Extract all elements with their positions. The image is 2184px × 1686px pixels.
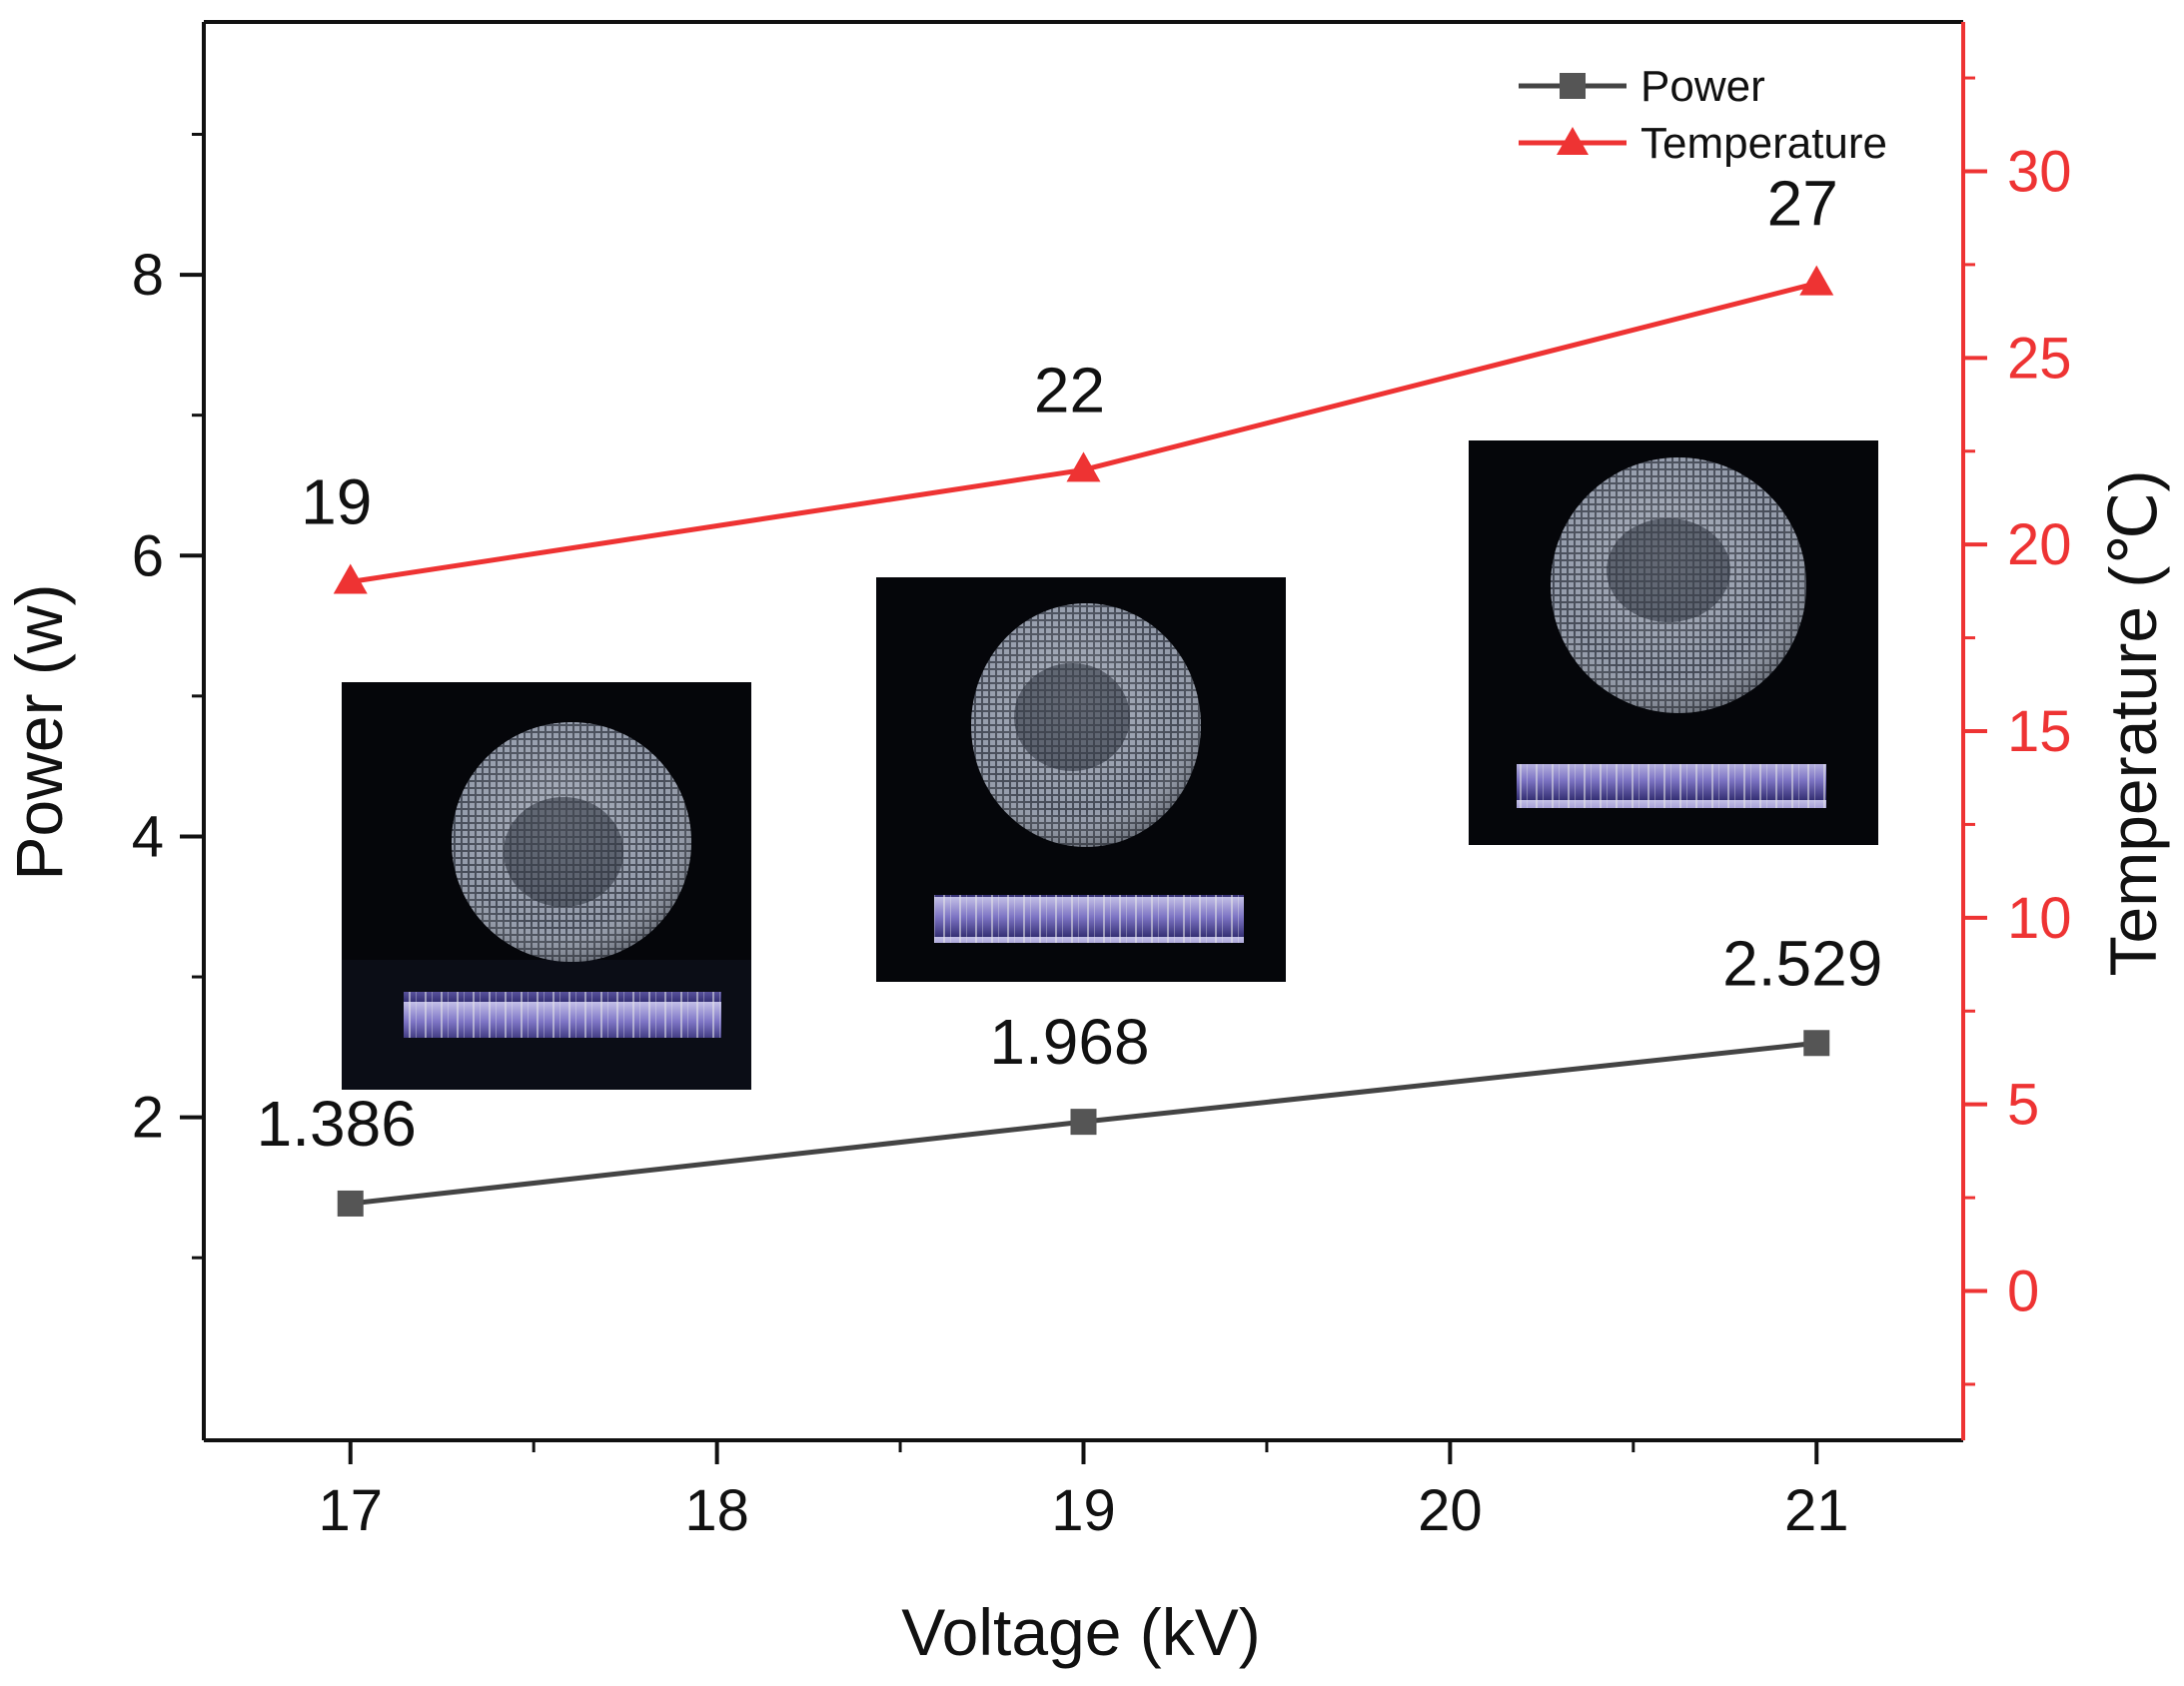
y-axis-title-left: Power (w) [2,583,76,880]
point-temperature [1799,265,1834,296]
legend: Power Temperature [1519,62,1887,168]
point-temperature [1066,451,1101,482]
x-tick-label: 21 [1784,1478,1849,1543]
x-tick-label: 17 [318,1478,383,1543]
y-tick-label-right: 25 [2007,326,2072,391]
legend-label-power: Power [1640,62,1765,111]
y-tick-label-left: 8 [132,243,164,308]
x-tick-label: 20 [1418,1478,1483,1543]
y-tick-label-left: 2 [132,1086,164,1151]
legend-marker-power [1560,73,1586,99]
point-power [1070,1109,1097,1136]
data-labels: 1.386 1.968 2.529 19 22 27 [257,168,1883,1160]
legend-label-temperature: Temperature [1640,119,1887,168]
y-tick-label-right: 30 [2007,139,2072,204]
data-label-power: 2.529 [1722,927,1882,999]
discharge-photo-17kv [342,682,751,1090]
data-label-power: 1.968 [989,1006,1149,1078]
y-tick-label-right: 10 [2007,886,2072,951]
legend-marker-temperature [1557,127,1589,155]
x-axis-title: Voltage (kV) [901,1595,1261,1669]
inset-images [342,440,1878,1090]
y-tick-label-left: 6 [132,523,164,588]
data-label-temperature: 22 [1034,354,1105,425]
y-tick-label-left: 4 [132,804,164,869]
axes: 17 18 19 20 21 2 4 6 8 0 5 10 15 20 25 30 [132,20,2072,1543]
x-tick-label: 18 [684,1478,749,1543]
y-tick-label-right: 5 [2007,1073,2039,1138]
y-axis-title-right: Temperature (℃) [2096,470,2170,977]
discharge-photo-21kv [1469,440,1878,845]
series [333,265,1834,1217]
data-label-power: 1.386 [257,1088,417,1160]
point-power [337,1190,364,1217]
x-tick-label: 19 [1051,1478,1116,1543]
data-label-temperature: 27 [1767,168,1838,240]
point-temperature [333,563,368,594]
y-tick-label-right: 15 [2007,699,2072,764]
y-tick-label-right: 20 [2007,512,2072,577]
y-tick-label-right: 0 [2007,1260,2039,1324]
point-power [1803,1030,1830,1057]
discharge-photo-19kv [876,577,1286,982]
data-label-temperature: 19 [301,466,372,538]
